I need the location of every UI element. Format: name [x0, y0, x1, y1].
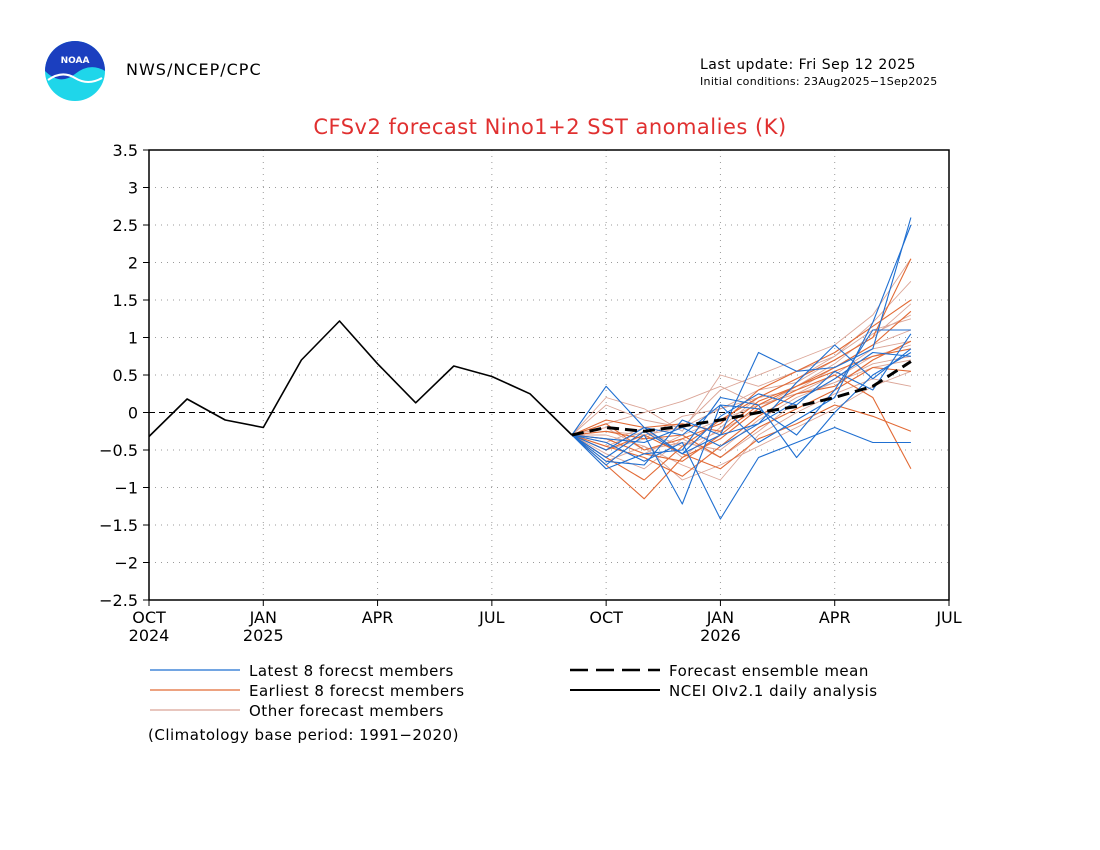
y-tick-label: −1 [114, 479, 138, 498]
y-tick-label: −1.5 [99, 516, 138, 535]
x-tick-label: JAN [249, 608, 277, 627]
y-tick-label: −2 [114, 554, 138, 573]
initial-conditions: Initial conditions: 23Aug2025−1Sep2025 [700, 75, 938, 88]
x-tick-label: OCT [589, 608, 623, 627]
plot-frame [148, 149, 950, 601]
latest-series-line [571, 333, 912, 459]
noaa-logo-text: NOAA [61, 56, 90, 66]
observed-series-line [148, 320, 573, 438]
latest-members-group [571, 217, 912, 520]
earliest-series-line [571, 258, 912, 481]
y-tick-label: 2 [128, 254, 138, 273]
legend-label-other: Other forecast members [249, 702, 444, 720]
x-tick-year-label: 2024 [129, 626, 170, 645]
y-tick-label: 0 [128, 404, 138, 423]
y-tick-label: 3 [128, 179, 138, 198]
earliest-series-line [571, 310, 912, 462]
y-tick-label: 0.5 [113, 366, 138, 385]
other-series-line [571, 370, 912, 481]
legend-label-mean: Forecast ensemble mean [669, 662, 869, 680]
x-tick-year-label: 2026 [700, 626, 741, 645]
agency-label: NWS/NCEP/CPC [126, 60, 262, 79]
legend-label-observed: NCEI OIv2.1 daily analysis [669, 682, 878, 700]
mean-series-line [571, 360, 912, 437]
latest-series-line [571, 426, 911, 520]
latest-series-line [571, 217, 912, 455]
x-tick-label: APR [362, 608, 394, 627]
y-tick-label: −2.5 [99, 591, 138, 610]
y-tick-label: 1 [128, 329, 138, 348]
y-tick-label: 1.5 [113, 291, 138, 310]
climatology-note: (Climatology base period: 1991−2020) [148, 726, 459, 744]
y-tick-label: −0.5 [99, 441, 138, 460]
grid-lines [149, 150, 949, 600]
other-series-line [571, 303, 912, 451]
legend-label-earliest: Earliest 8 forecst members [249, 682, 465, 700]
noaa-logo: NOAA [45, 41, 105, 101]
legend: Latest 8 forecst members Earliest 8 forec… [150, 662, 878, 720]
legend-label-latest: Latest 8 forecst members [249, 662, 454, 680]
latest-series-line [571, 329, 911, 451]
x-tick-year-label: 2025 [243, 626, 284, 645]
x-tick-label: JAN [706, 608, 734, 627]
y-axis: −2.5 −2 −1.5 −1 −0.5 0 0.5 1 1.5 2 2.5 3 3.5 [99, 141, 149, 610]
other-series-line [571, 258, 912, 436]
earliest-series-line [571, 404, 912, 470]
earliest-series-line [571, 366, 911, 459]
x-tick-label: JUL [478, 608, 504, 627]
latest-series-line [571, 351, 911, 447]
x-tick-label: APR [819, 608, 851, 627]
y-tick-label: 3.5 [113, 141, 138, 160]
chart-title: CFSv2 forecast Nino1+2 SST anomalies (K) [313, 115, 787, 139]
observed-analysis-group [148, 320, 573, 438]
last-update: Last update: Fri Sep 12 2025 [700, 57, 916, 73]
latest-series-line [571, 344, 912, 466]
ensemble-mean-group [571, 360, 912, 437]
latest-series-line [571, 352, 912, 470]
x-tick-label: OCT [132, 608, 166, 627]
other-series-line [571, 318, 912, 436]
x-tick-label: JUL [935, 608, 961, 627]
y-tick-label: 2.5 [113, 216, 138, 235]
